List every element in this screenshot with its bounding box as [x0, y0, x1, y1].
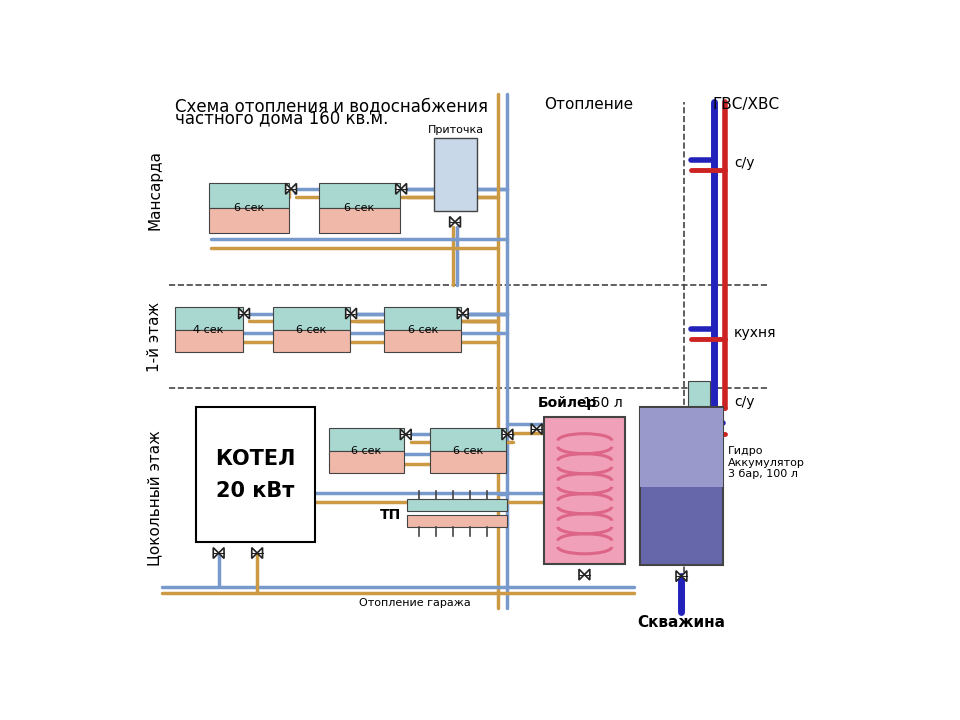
Polygon shape [455, 217, 461, 228]
Text: 6 сек: 6 сек [453, 446, 483, 456]
Bar [430, 428, 506, 451]
Polygon shape [396, 184, 401, 194]
Bar [328, 428, 404, 451]
Polygon shape [457, 308, 463, 319]
Bar [639, 408, 723, 565]
Text: с/у: с/у [733, 156, 755, 171]
Text: Схема отопления и водоснабжения: Схема отопления и водоснабжения [175, 97, 488, 115]
Text: Приточка: Приточка [428, 125, 484, 135]
Polygon shape [682, 571, 686, 582]
Polygon shape [351, 308, 356, 319]
Polygon shape [508, 429, 513, 440]
Bar [175, 307, 243, 330]
Bar [688, 381, 709, 411]
Polygon shape [213, 548, 219, 559]
Text: 150 л: 150 л [583, 396, 623, 410]
Text: кухня: кухня [733, 325, 777, 340]
Text: с/у: с/у [733, 395, 755, 409]
Text: Цокольный этаж: Цокольный этаж [147, 431, 162, 567]
Text: Мансарда: Мансарда [147, 150, 162, 230]
Bar [319, 183, 399, 207]
Polygon shape [286, 184, 291, 194]
Bar [384, 330, 461, 352]
Bar [208, 183, 290, 207]
Bar [208, 207, 290, 233]
Polygon shape [401, 184, 406, 194]
Text: 6 сек: 6 сек [408, 325, 438, 335]
Polygon shape [252, 548, 257, 559]
Text: Отопление гаража: Отопление гаража [359, 598, 470, 608]
Polygon shape [291, 184, 297, 194]
Polygon shape [239, 308, 244, 319]
Bar [196, 408, 315, 542]
Bar [328, 451, 404, 473]
Bar [434, 138, 476, 211]
Text: 1-й этаж: 1-й этаж [147, 302, 162, 372]
Text: 6 сек: 6 сек [351, 446, 382, 456]
Polygon shape [537, 423, 542, 434]
Bar [407, 499, 508, 511]
Text: 20 кВт: 20 кВт [216, 481, 295, 501]
Text: Гидро
Аккумулятор
3 бар, 100 л: Гидро Аккумулятор 3 бар, 100 л [728, 446, 804, 480]
Bar [544, 418, 625, 564]
Text: ГВС/ХВС: ГВС/ХВС [712, 97, 780, 112]
Bar [384, 307, 461, 330]
Text: 6 сек: 6 сек [296, 325, 326, 335]
Text: Бойлер: Бойлер [539, 396, 597, 410]
Bar [175, 330, 243, 352]
Polygon shape [502, 429, 508, 440]
Polygon shape [257, 548, 262, 559]
Polygon shape [400, 429, 406, 440]
Polygon shape [346, 308, 351, 319]
Text: Скважина: Скважина [637, 615, 726, 629]
Bar [639, 408, 723, 487]
Polygon shape [579, 570, 585, 580]
Polygon shape [244, 308, 250, 319]
Polygon shape [406, 429, 411, 440]
Polygon shape [463, 308, 468, 319]
Text: КОТЕЛ: КОТЕЛ [215, 449, 296, 469]
Text: Отопление: Отопление [543, 97, 633, 112]
Polygon shape [676, 571, 682, 582]
Text: частного дома 160 кв.м.: частного дома 160 кв.м. [175, 109, 388, 127]
Text: 6 сек: 6 сек [344, 202, 374, 212]
Bar [319, 207, 399, 233]
Bar [407, 515, 508, 527]
Polygon shape [585, 570, 589, 580]
Polygon shape [449, 217, 455, 228]
Polygon shape [219, 548, 224, 559]
Bar [273, 307, 349, 330]
Text: 4 сек: 4 сек [194, 325, 224, 335]
Bar [430, 451, 506, 473]
Polygon shape [531, 423, 537, 434]
Bar [273, 330, 349, 352]
Text: ТП: ТП [380, 508, 401, 521]
Text: 6 сек: 6 сек [234, 202, 264, 212]
